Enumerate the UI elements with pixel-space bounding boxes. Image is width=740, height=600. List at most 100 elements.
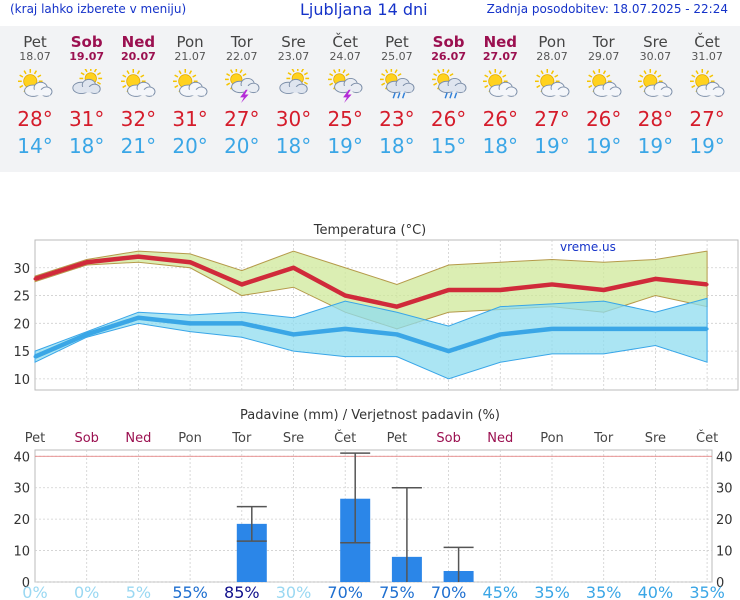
low-temp: 18°: [482, 134, 519, 158]
page-title: Ljubljana 14 dni: [300, 0, 428, 19]
precip-x-tick: Sre: [645, 431, 666, 446]
day-name: Sob: [70, 33, 103, 51]
rain-shower-icon: [379, 69, 415, 99]
high-temp: 26°: [430, 107, 467, 131]
max-temp-point: [653, 277, 657, 281]
day-column: Čet 31.07 27° 19°: [681, 26, 733, 159]
precip-y-tick: 10: [13, 545, 30, 560]
precip-probability-label: 5%: [126, 583, 151, 600]
max-temp-point: [602, 288, 606, 292]
low-temp: 14°: [17, 134, 53, 158]
high-temp: 27°: [689, 107, 725, 131]
low-temp: 19°: [534, 134, 570, 158]
day-column: Sob 26.07 26° 15°: [423, 26, 475, 159]
day-name: Pet: [385, 33, 409, 51]
precip-probability-label: 70%: [327, 583, 363, 600]
cloudy-sun-icon: [72, 69, 102, 95]
day-date: 25.07: [381, 50, 413, 63]
partly-cloudy-sun-icon: [18, 69, 53, 97]
rain-shower-icon: [431, 69, 467, 99]
day-column: Čet 24.07 25° 19°: [319, 26, 371, 159]
chart-watermark: vreme.us: [560, 240, 616, 254]
last-updated: Zadnja posodobitev: 18.07.2025 - 22:24: [486, 2, 728, 16]
precip-probability-label: 35%: [586, 583, 622, 600]
high-temp: 28°: [637, 107, 674, 131]
high-temp: 32°: [120, 107, 157, 131]
thunderstorm-icon: [224, 69, 260, 103]
high-temp: 26°: [482, 107, 519, 131]
precip-y-tick-right: 40: [716, 450, 733, 465]
max-temp-point: [240, 282, 244, 286]
temperature-chart-title: Temperatura (°C): [313, 223, 426, 238]
precip-x-tick: Ned: [487, 431, 513, 446]
day-name: Sre: [643, 33, 668, 51]
temperature-y-tick: 25: [13, 290, 30, 305]
day-column: Sre 23.07 30° 18°: [268, 26, 320, 159]
precip-y-tick: 0: [22, 576, 30, 591]
partly-cloudy-sun-icon: [535, 69, 570, 97]
precip-y-tick-right: 10: [716, 545, 733, 560]
precip-x-tick: Pet: [387, 431, 407, 446]
day-name: Ned: [121, 33, 156, 51]
max-temp-point: [395, 305, 399, 309]
precip-probability-label: 70%: [431, 583, 467, 600]
day-name: Ned: [483, 33, 518, 51]
day-date: 30.07: [639, 50, 672, 63]
temperature-y-tick: 30: [13, 262, 30, 277]
precip-y-tick: 30: [13, 482, 30, 497]
low-temp: 21°: [120, 134, 157, 158]
max-temp-point: [705, 282, 709, 286]
precip-probability-label: 0%: [74, 583, 99, 600]
low-temp: 19°: [585, 134, 622, 158]
min-temp-range-band: [34, 297, 708, 380]
precip-probability-label: 0%: [22, 583, 47, 600]
partly-cloudy-sun-icon: [690, 69, 725, 97]
precip-probability-label: 35%: [534, 583, 570, 600]
high-temp: 27°: [224, 107, 260, 131]
low-temp: 19°: [637, 134, 674, 158]
precip-probability-label: 35%: [689, 583, 725, 600]
day-column: Tor 29.07 26° 19°: [578, 26, 630, 159]
low-temp: 18°: [68, 134, 105, 158]
cloudy-sun-icon: [278, 69, 309, 95]
day-date: 27.07: [482, 50, 518, 63]
day-date: 24.07: [329, 50, 361, 63]
day-name: Čet: [694, 33, 720, 51]
precip-x-tick: Čet: [696, 430, 718, 446]
precip-probability-label: 30%: [276, 583, 312, 600]
precip-x-tick: Pet: [25, 431, 45, 446]
min-temp-point: [705, 327, 709, 331]
day-date: 23.07: [277, 50, 310, 63]
max-temp-point: [550, 282, 554, 286]
high-temp: 28°: [17, 107, 53, 131]
day-name: Sre: [281, 33, 306, 51]
partly-cloudy-sun-icon: [483, 69, 518, 97]
day-column: Tor 22.07 27° 20°: [216, 26, 268, 159]
location-menu-hint[interactable]: (kraj lahko izberete v meniju): [10, 2, 187, 16]
precip-y-tick: 20: [13, 513, 30, 528]
high-temp: 27°: [534, 107, 570, 131]
high-temp: 30°: [275, 107, 312, 131]
precip-y-tick-right: 30: [716, 482, 733, 497]
min-temp-point: [292, 332, 295, 336]
precip-y-tick-right: 0: [716, 576, 724, 591]
precip-probability-label: 85%: [224, 583, 260, 600]
day-column: Sob 19.07 31° 18°: [61, 26, 113, 159]
high-temp: 31°: [68, 107, 105, 131]
day-name: Pon: [538, 33, 566, 51]
day-name: Pet: [23, 33, 47, 51]
precip-x-tick: Sob: [74, 431, 98, 446]
low-temp: 15°: [430, 134, 467, 158]
day-date: 20.07: [120, 50, 156, 63]
partly-cloudy-sun-icon: [638, 69, 673, 97]
max-temp-point: [136, 255, 140, 259]
day-column: Ned 27.07 26° 18°: [474, 26, 526, 159]
daily-forecast-strip: Pet 18.07 28° 14° Sob 19.07 31° 18° Ned 20…: [0, 26, 740, 172]
max-temp-point: [447, 288, 451, 292]
max-temp-point: [343, 294, 347, 298]
day-date: 26.07: [431, 50, 466, 63]
partly-cloudy-sun-icon: [173, 69, 208, 97]
max-temp-line: [34, 254, 708, 309]
min-temp-point: [653, 327, 657, 331]
